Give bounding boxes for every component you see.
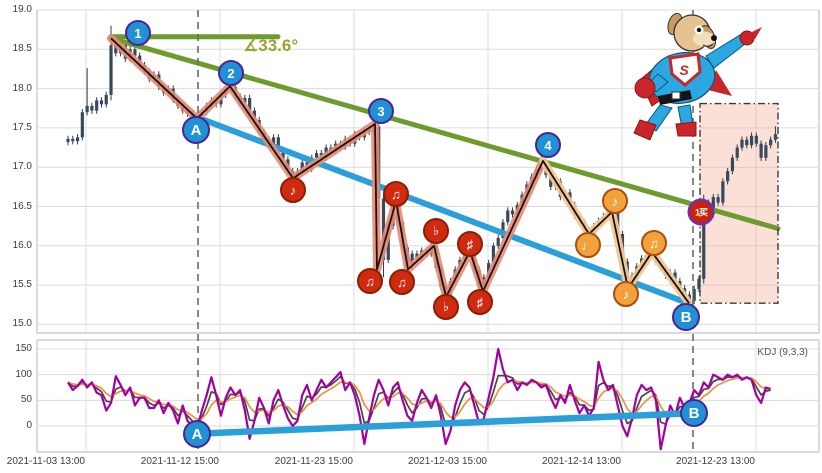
angle-label: ∡33.6° [243, 36, 299, 55]
mascot-eye-icon [696, 27, 702, 33]
mascot-mouth [702, 43, 714, 47]
main-y-tick-label: 15.5 [12, 279, 32, 291]
x-tick-label: 2021-12-14 13:00 [542, 456, 621, 467]
main-y-tick-label: 17.5 [12, 121, 32, 133]
main-y-tick-label: 15.0 [12, 318, 32, 330]
main-y-tick-label: 18.0 [12, 82, 32, 94]
mascot-glove [739, 30, 755, 46]
mascot-muzzle [693, 31, 715, 47]
kdj-y-tick-label: 0 [26, 420, 32, 431]
superdog-mascot: S [633, 12, 762, 140]
mascot-boot [675, 121, 697, 137]
main-y-tick-label: 18.5 [12, 43, 32, 55]
mascot-emblem: S [679, 62, 689, 78]
x-tick-label: 2021-12-23 13:00 [676, 456, 755, 467]
mascot-buckle [671, 91, 681, 100]
x-tick-label: 2021-12-03 15:00 [408, 456, 487, 467]
mascot-fist [634, 77, 656, 99]
mascot-boot [633, 119, 657, 140]
kdj-y-tick-label: 100 [15, 368, 32, 380]
x-tick-label: 2021-11-12 15:00 [140, 456, 219, 467]
kdj-y-tick-label: 150 [15, 343, 32, 354]
mascot-shield [668, 52, 702, 87]
main-y-tick-label: 19.0 [12, 4, 32, 15]
x-tick-label: 2021-11-03 13:00 [6, 456, 85, 467]
kdj-indicator-label: KDJ (9,3,3) [757, 347, 808, 358]
main-y-tick-label: 17.0 [12, 161, 32, 173]
x-tick-label: 2021-11-23 15:00 [274, 456, 353, 467]
kdj-y-tick-label: 50 [20, 394, 32, 406]
mascot-nose-icon [711, 35, 717, 41]
main-y-tick-label: 16.5 [12, 200, 32, 212]
main-y-tick-label: 16.0 [12, 239, 32, 251]
mascot-glove-thumb [752, 27, 762, 39]
